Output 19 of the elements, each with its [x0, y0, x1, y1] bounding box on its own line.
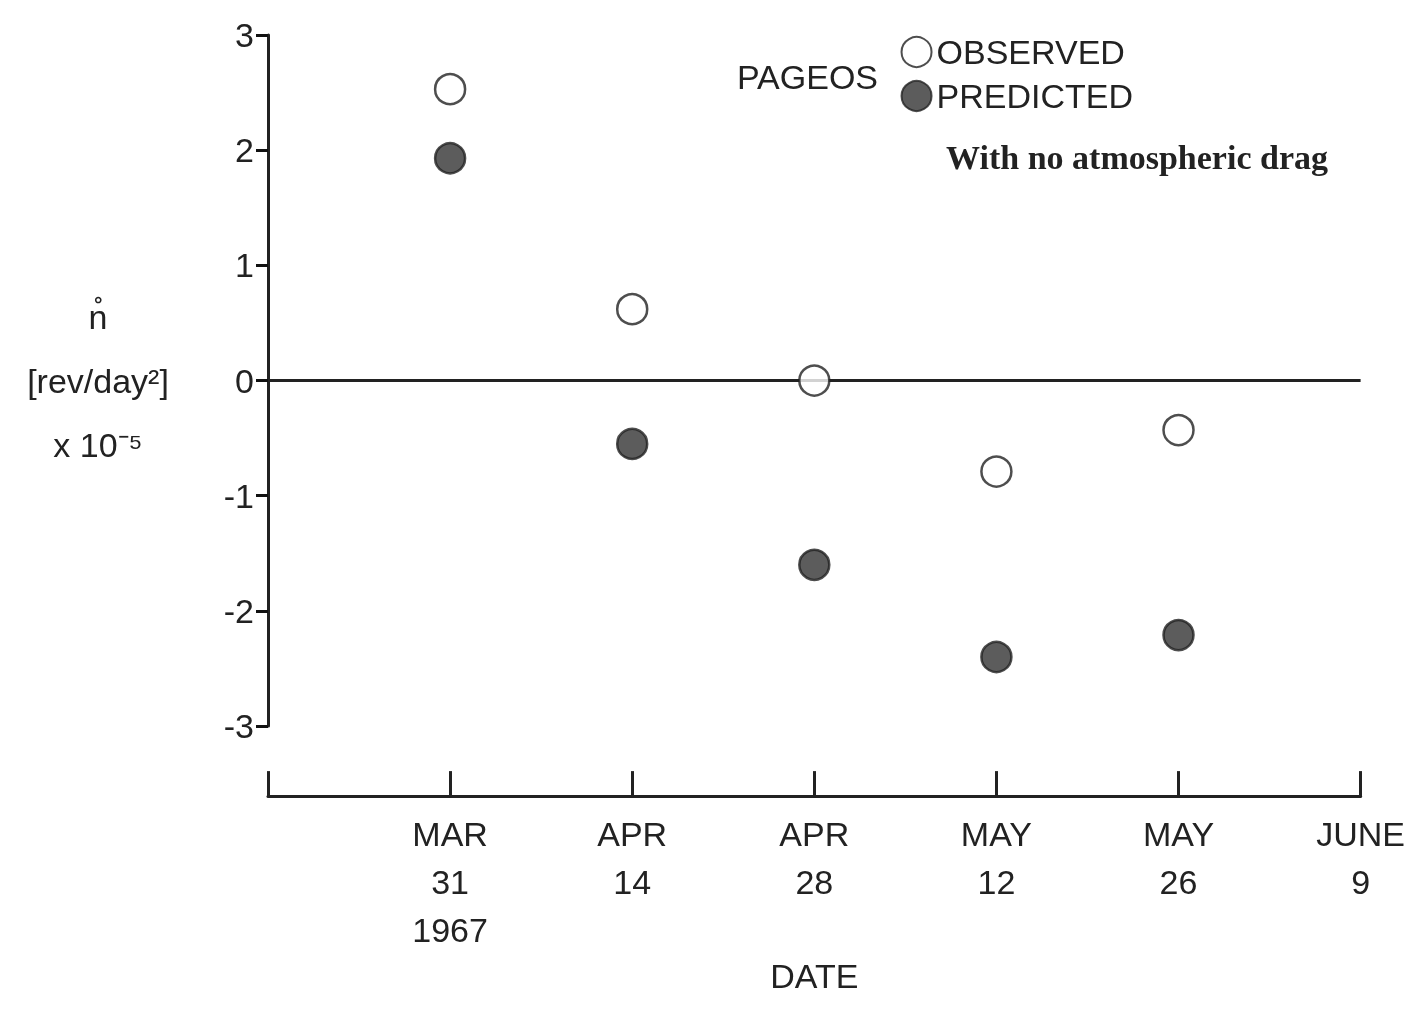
y-tick-label: 2 — [235, 131, 254, 170]
y-tick-label: 0 — [235, 361, 254, 400]
y-tick-label: -3 — [223, 707, 254, 746]
y-tick-label: 1 — [235, 246, 254, 285]
legend-label: OBSERVED — [936, 33, 1125, 71]
legend-title: PAGEOS — [736, 58, 879, 96]
annotation: With no atmospheric drag — [946, 138, 1328, 176]
x-tick-label: APR 14 — [597, 815, 668, 902]
x-tick-label: MAY 26 — [1142, 815, 1215, 902]
y-tick-label: -2 — [223, 591, 254, 630]
x-tick-label: APR 28 — [779, 815, 850, 902]
legend-label: PREDICTED — [936, 77, 1134, 115]
y-tick-label: -1 — [223, 476, 254, 515]
x-tick-label: MAR 31 1967 — [412, 815, 488, 950]
y-tick-label: 3 — [235, 16, 254, 54]
y-axis-title: n̊ [rev/day²] x 10⁻⁵ — [27, 295, 169, 464]
x-tick-label: MAY 12 — [960, 815, 1032, 902]
x-axis-title: DATE — [770, 957, 859, 995]
x-tick-label: JUNE 9 — [1316, 815, 1406, 902]
